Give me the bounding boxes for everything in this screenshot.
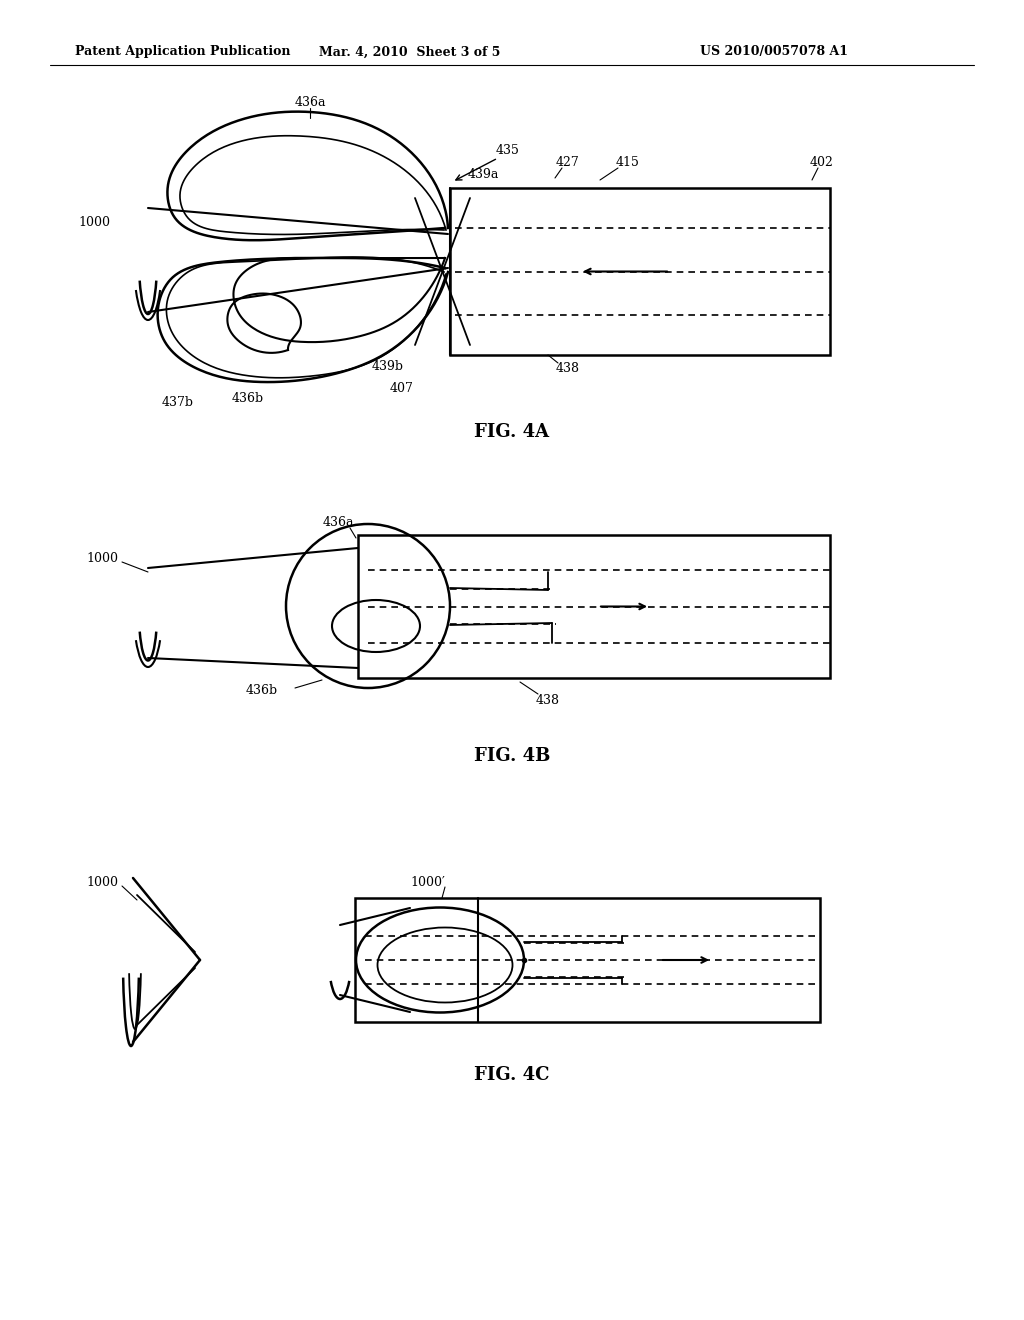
Text: FIG. 4A: FIG. 4A	[474, 422, 550, 441]
Text: 437b: 437b	[162, 396, 194, 408]
Text: 415: 415	[616, 156, 640, 169]
Text: 427: 427	[556, 156, 580, 169]
Bar	[355, 898, 820, 1022]
Text: Patent Application Publication: Patent Application Publication	[75, 45, 291, 58]
Text: 435: 435	[496, 144, 520, 157]
Text: 402: 402	[810, 156, 834, 169]
Text: 436b: 436b	[232, 392, 264, 404]
Text: 1000: 1000	[78, 215, 110, 228]
Text: FIG. 4C: FIG. 4C	[474, 1067, 550, 1084]
Text: 436a: 436a	[323, 516, 353, 528]
Text: 407: 407	[390, 381, 414, 395]
Text: 1000: 1000	[86, 875, 118, 888]
Text: 1000′: 1000′	[411, 875, 445, 888]
Bar	[358, 535, 830, 678]
Text: US 2010/0057078 A1: US 2010/0057078 A1	[700, 45, 848, 58]
Text: Mar. 4, 2010  Sheet 3 of 5: Mar. 4, 2010 Sheet 3 of 5	[319, 45, 501, 58]
Text: 436a: 436a	[294, 95, 326, 108]
Text: 436b: 436b	[246, 684, 279, 697]
Text: 1000: 1000	[86, 552, 118, 565]
Bar	[450, 187, 830, 355]
Text: 438: 438	[556, 362, 580, 375]
Text: 439a: 439a	[468, 169, 500, 181]
Text: 439b: 439b	[372, 359, 404, 372]
Text: 438: 438	[536, 693, 560, 706]
Text: FIG. 4B: FIG. 4B	[474, 747, 550, 766]
